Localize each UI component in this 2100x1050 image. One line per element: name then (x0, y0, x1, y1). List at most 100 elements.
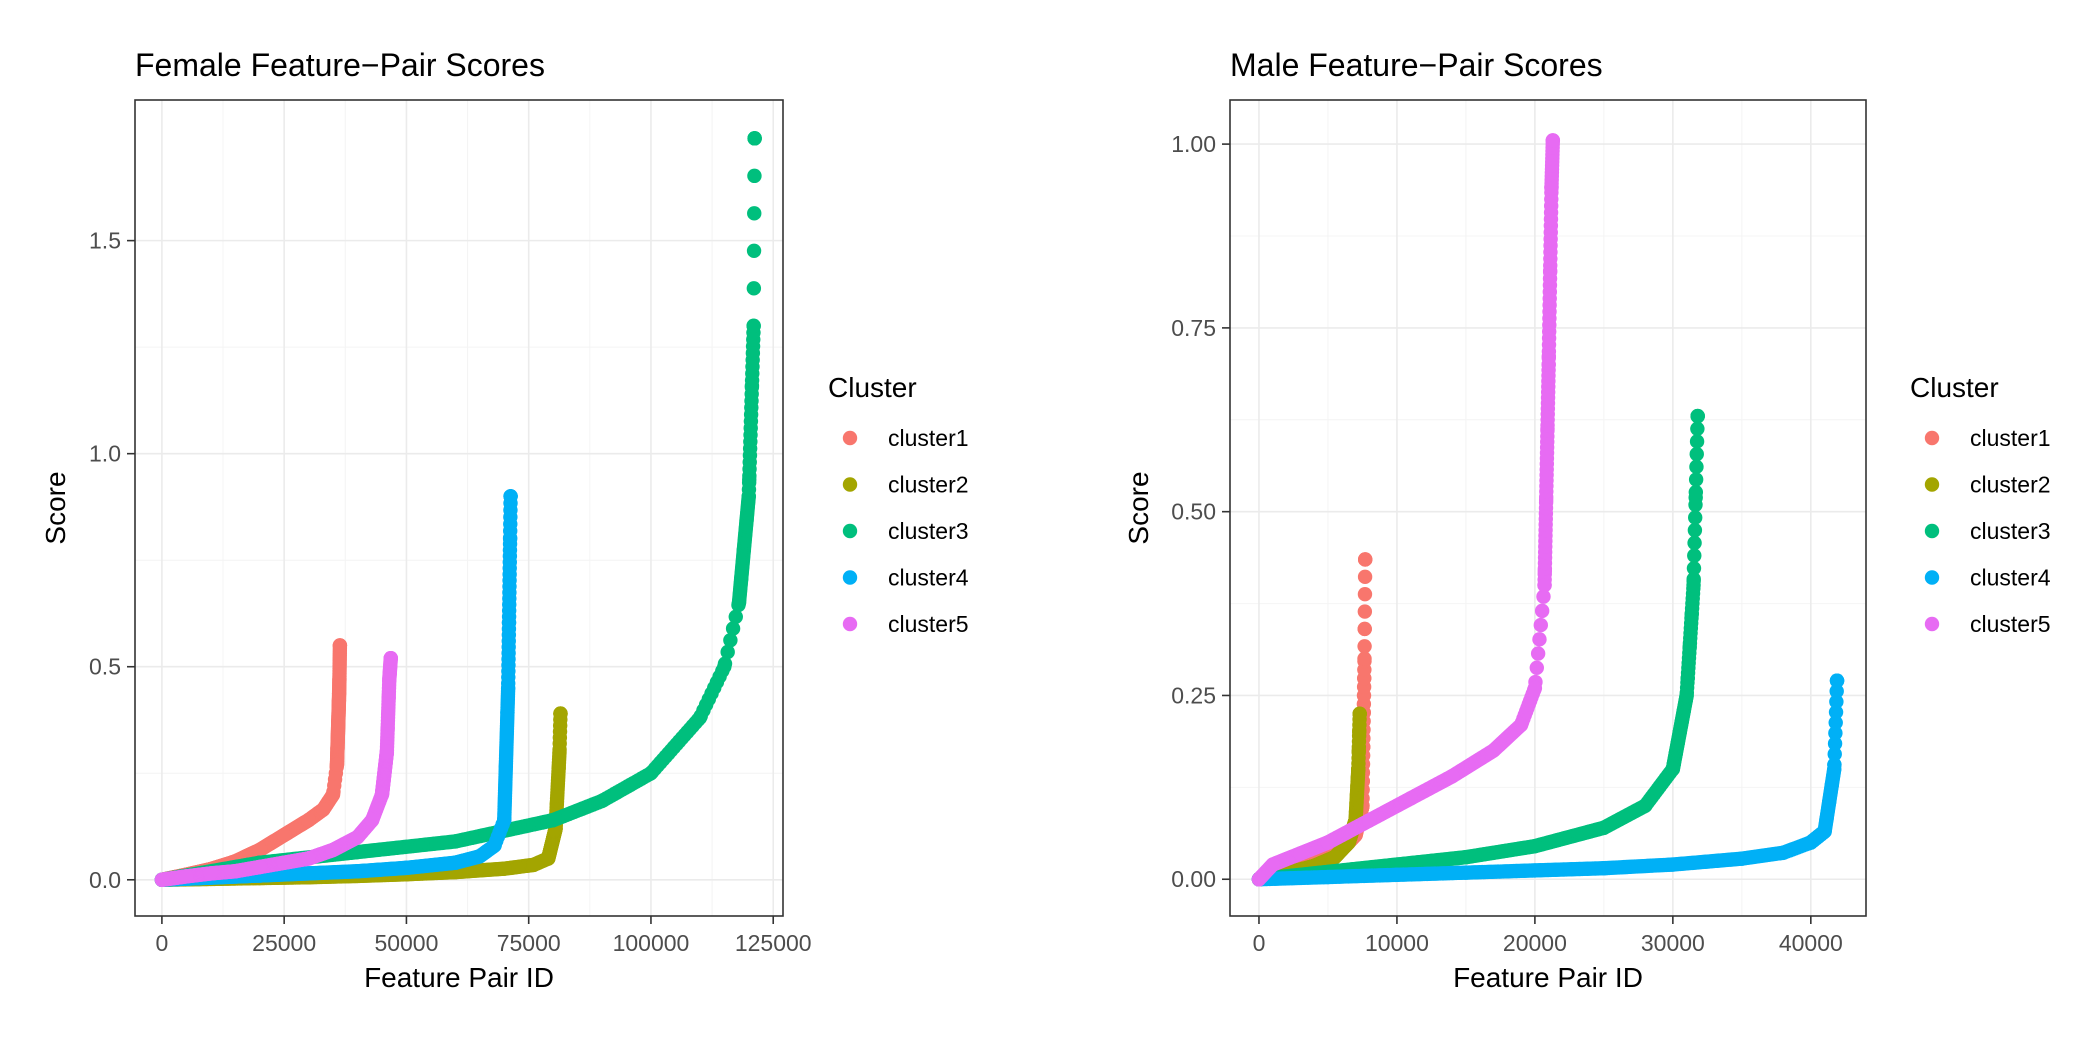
data-point (379, 744, 395, 760)
y-tick-label: 0.00 (1171, 866, 1216, 892)
y-tick-label: 0.75 (1171, 315, 1216, 341)
data-points (154, 131, 762, 887)
data-point (332, 638, 348, 653)
legend-key (842, 616, 858, 632)
data-point (301, 812, 316, 828)
data-point (1403, 791, 1418, 806)
data-point (553, 706, 568, 721)
data-points (1251, 133, 1845, 887)
data-point (1688, 497, 1703, 513)
data-point (1689, 434, 1705, 449)
data-point (1541, 357, 1556, 372)
data-point (1536, 589, 1551, 604)
data-point (350, 844, 365, 860)
y-tick-label: 0.50 (1171, 499, 1216, 525)
data-point (1829, 694, 1844, 709)
data-point (1265, 857, 1280, 872)
data-point (1734, 851, 1750, 866)
data-point (1358, 552, 1373, 567)
data-point (502, 531, 518, 547)
data-point (1827, 746, 1842, 762)
legend-key (1924, 477, 1940, 492)
x-tick-label: 25000 (252, 930, 316, 956)
x-tick-label: 10000 (1365, 930, 1429, 956)
series-cluster3 (1251, 408, 1705, 887)
data-point (746, 281, 762, 296)
data-point (179, 869, 194, 884)
y-tick-label: 1.00 (1171, 131, 1216, 157)
data-point (1357, 569, 1373, 585)
data-point (746, 243, 762, 259)
data-point (545, 812, 561, 828)
data-point (1357, 621, 1372, 637)
data-point (731, 595, 747, 611)
legend-label: cluster3 (888, 518, 969, 544)
data-point (1690, 421, 1705, 436)
data-point (448, 855, 463, 870)
y-tick-label: 1.5 (89, 228, 121, 254)
data-point (276, 855, 292, 870)
legend-key (842, 477, 858, 492)
data-point (301, 851, 316, 866)
legend-label: cluster3 (1970, 518, 2051, 544)
data-point (472, 849, 487, 864)
legend-label: cluster5 (1970, 611, 2051, 637)
data-point (448, 834, 463, 849)
y-axis-label: Score (1123, 471, 1154, 544)
data-point (1527, 863, 1543, 878)
data-point (331, 693, 347, 709)
data-point (1829, 684, 1844, 699)
data-point (1544, 181, 1559, 196)
data-point (500, 680, 516, 696)
data-point (1458, 865, 1474, 880)
data-point (1293, 846, 1308, 861)
female-scores-panel: 0 25000 50000 75000 100000 125000 0.0 0.5 1.0 1.5… (40, 47, 969, 993)
y-tick-label: 0.5 (89, 654, 121, 680)
legend-key (842, 430, 858, 446)
data-point (497, 812, 512, 828)
data-point (1533, 617, 1549, 633)
legend-key (842, 570, 858, 585)
data-point (1389, 867, 1405, 883)
x-tick-label: 40000 (1779, 930, 1843, 956)
data-point (1444, 769, 1460, 784)
data-point (1357, 639, 1372, 654)
data-point (746, 318, 761, 334)
x-tick-label: 30000 (1641, 930, 1705, 956)
data-point (1688, 472, 1704, 487)
data-point (252, 859, 267, 875)
data-point (382, 672, 397, 687)
data-point (1362, 813, 1377, 828)
data-point (1320, 869, 1336, 885)
data-point (1686, 577, 1701, 593)
data-point (228, 864, 243, 879)
legend: Cluster cluster1 cluster2 cluster3 cluster4 c… (828, 372, 969, 637)
series-cluster5 (1251, 133, 1561, 887)
legend-key (842, 523, 858, 539)
data-point (350, 829, 365, 845)
panel-background (135, 100, 783, 916)
legend-label: cluster4 (1970, 565, 2051, 591)
data-point (1529, 660, 1545, 675)
legend-key (1924, 570, 1940, 585)
legend-label: cluster1 (888, 425, 969, 451)
y-axis-label: Score (40, 471, 71, 544)
data-point (252, 842, 267, 858)
x-axis-label: Feature Pair ID (1453, 962, 1643, 993)
data-point (1327, 849, 1343, 865)
data-point (497, 861, 512, 876)
data-point (1828, 725, 1843, 741)
data-point (1596, 820, 1612, 835)
data-point (594, 793, 610, 809)
male-scores-panel: 0 10000 20000 30000 40000 0.00 0.25 0.50 0.75 1.0… (1123, 47, 2051, 993)
data-point (301, 866, 316, 881)
data-point (1689, 446, 1704, 462)
legend-key (1924, 523, 1940, 539)
data-point (643, 766, 659, 781)
data-point (1534, 603, 1550, 619)
data-point (1687, 548, 1702, 563)
data-point (1486, 743, 1501, 758)
legend-label: cluster4 (888, 565, 969, 591)
data-point (552, 744, 567, 760)
